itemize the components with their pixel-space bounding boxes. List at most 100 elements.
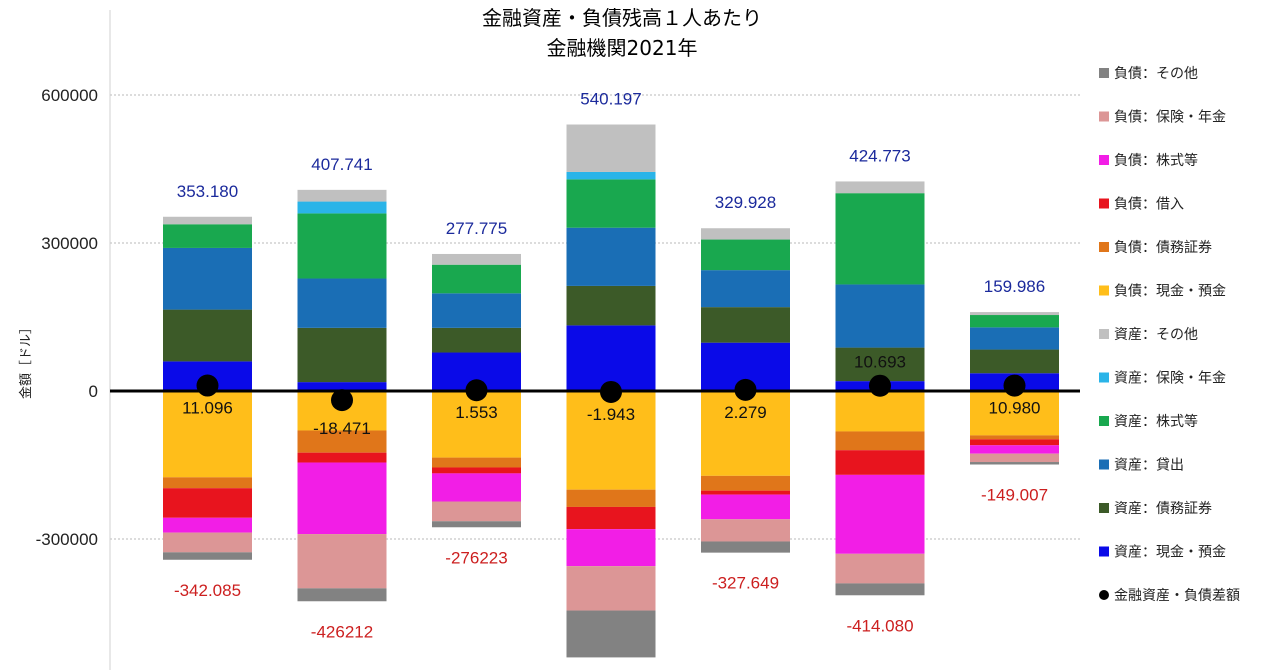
legend-swatch: [1099, 416, 1109, 426]
legend-swatch: [1099, 198, 1109, 209]
legend-entry: 負債：債務証券: [1114, 240, 1212, 256]
bar-segment: [835, 193, 925, 285]
bar-segment: [835, 450, 925, 475]
bar-segment: [701, 519, 790, 542]
legend-swatch: [1099, 329, 1109, 339]
net-difference-label: 10.693: [854, 353, 906, 372]
bar-segment: [566, 285, 656, 326]
bar-segment: [297, 382, 387, 391]
bar-segment: [163, 247, 252, 310]
chart-title: 金融資産・負債残高１人あたり 金融機関2021年: [482, 6, 762, 60]
bar-segment: [566, 171, 656, 180]
asset-total-label: 407.741: [311, 155, 372, 174]
bar-segment: [432, 391, 521, 458]
legend-swatch: [1099, 155, 1109, 165]
bar-segment: [701, 307, 790, 343]
y-tick-label: 600000: [41, 86, 98, 105]
bar-segment: [566, 391, 656, 490]
bar-segment: [163, 216, 252, 225]
legend-entry: 金融資産・負債差額: [1114, 588, 1240, 604]
bar-segment: [701, 475, 790, 491]
legend-swatch: [1099, 285, 1109, 296]
bar-segment: [835, 553, 925, 584]
bar-segment: [566, 325, 656, 391]
bar-segment: [297, 452, 387, 463]
bar-segment: [163, 391, 252, 478]
bar-segment: [970, 391, 1059, 436]
bar-segment: [297, 278, 387, 328]
legend-entry: 資産：貸出: [1114, 458, 1184, 474]
bar-segment: [970, 327, 1059, 350]
bar-segment: [432, 521, 521, 528]
legend-entry: 資産：現金・預金: [1114, 545, 1226, 561]
bar-segment: [163, 552, 252, 560]
bar-segment: [432, 264, 521, 294]
bar-segment: [835, 391, 925, 432]
asset-total-label: 424.773: [849, 146, 910, 165]
asset-total-label: 353.180: [177, 182, 238, 201]
asset-total-label: 159.986: [984, 277, 1045, 296]
legend-swatch: [1099, 459, 1109, 470]
bar-segment: [970, 315, 1059, 328]
bar-segment: [163, 488, 252, 518]
net-difference-label: -1.943: [587, 405, 635, 424]
liability-total-label: -342.085: [174, 581, 241, 600]
y-axis-ticks: 600000 300000 0 -300000: [36, 86, 98, 549]
net-difference-dot: [196, 374, 219, 397]
net-difference-label: 11.096: [182, 399, 233, 418]
bar-segment: [163, 517, 252, 533]
bar-segment: [566, 179, 656, 228]
bar-segment: [701, 490, 790, 495]
net-difference-dot: [1003, 374, 1026, 397]
bar-segment: [566, 489, 656, 507]
net-difference-label: 2.279: [724, 403, 767, 422]
bar-segment: [432, 467, 521, 474]
asset-total-label: 540.197: [580, 90, 641, 109]
legend-entry: 負債：保険・年金: [1114, 110, 1226, 126]
legend-entry: 資産：株式等: [1114, 413, 1198, 430]
net-difference-label: 1.553: [455, 403, 498, 422]
bar-segment: [566, 124, 656, 172]
bar-segment: [970, 445, 1059, 454]
legend-entry: 負債：株式等: [1114, 152, 1198, 169]
legend-swatch: [1099, 546, 1109, 557]
y-tick-label: 0: [89, 382, 98, 401]
bar-segment: [297, 201, 387, 214]
y-axis-label: 金額［ドル］: [18, 321, 34, 399]
bar-segment: [432, 253, 521, 265]
bar-segment: [297, 327, 387, 383]
bar-segment: [970, 349, 1059, 374]
legend-entry: 資産：保険・年金: [1114, 371, 1226, 387]
bar-segment: [701, 391, 790, 476]
liability-total-label: -426212: [311, 622, 373, 641]
bar-segment: [432, 501, 521, 522]
legend-entry: 負債：その他: [1114, 66, 1198, 82]
bar-segment: [835, 431, 925, 451]
bar-segment: [701, 541, 790, 553]
bar-segment: [835, 284, 925, 348]
bar-segment: [297, 430, 387, 453]
bar-segment: [970, 312, 1059, 316]
bar-segment: [701, 239, 790, 271]
net-difference-dot: [465, 379, 488, 402]
asset-total-label: 277.775: [446, 219, 507, 238]
legend-swatch: [1099, 111, 1109, 122]
legend-swatch: [1099, 68, 1109, 78]
legend-swatch: [1099, 503, 1109, 513]
bar-segment: [835, 474, 925, 554]
bar-segment: [432, 457, 521, 468]
bar-segment: [566, 506, 656, 530]
net-difference-dot: [331, 389, 353, 412]
bar-segment: [970, 435, 1059, 440]
bar-segment: [297, 462, 387, 535]
net-difference-dot: [869, 374, 891, 397]
bar-segment: [297, 588, 387, 602]
legend-entry: 資産：その他: [1114, 327, 1198, 343]
net-difference-label: 10.980: [989, 399, 1041, 418]
bar-segment: [297, 189, 387, 202]
legend-marker: [1099, 590, 1109, 600]
liability-total-label: -149.007: [981, 486, 1048, 505]
bar-segment: [432, 473, 521, 502]
bar-segment: [297, 213, 387, 279]
chart-title-line-2: 金融機関2021年: [547, 36, 698, 60]
